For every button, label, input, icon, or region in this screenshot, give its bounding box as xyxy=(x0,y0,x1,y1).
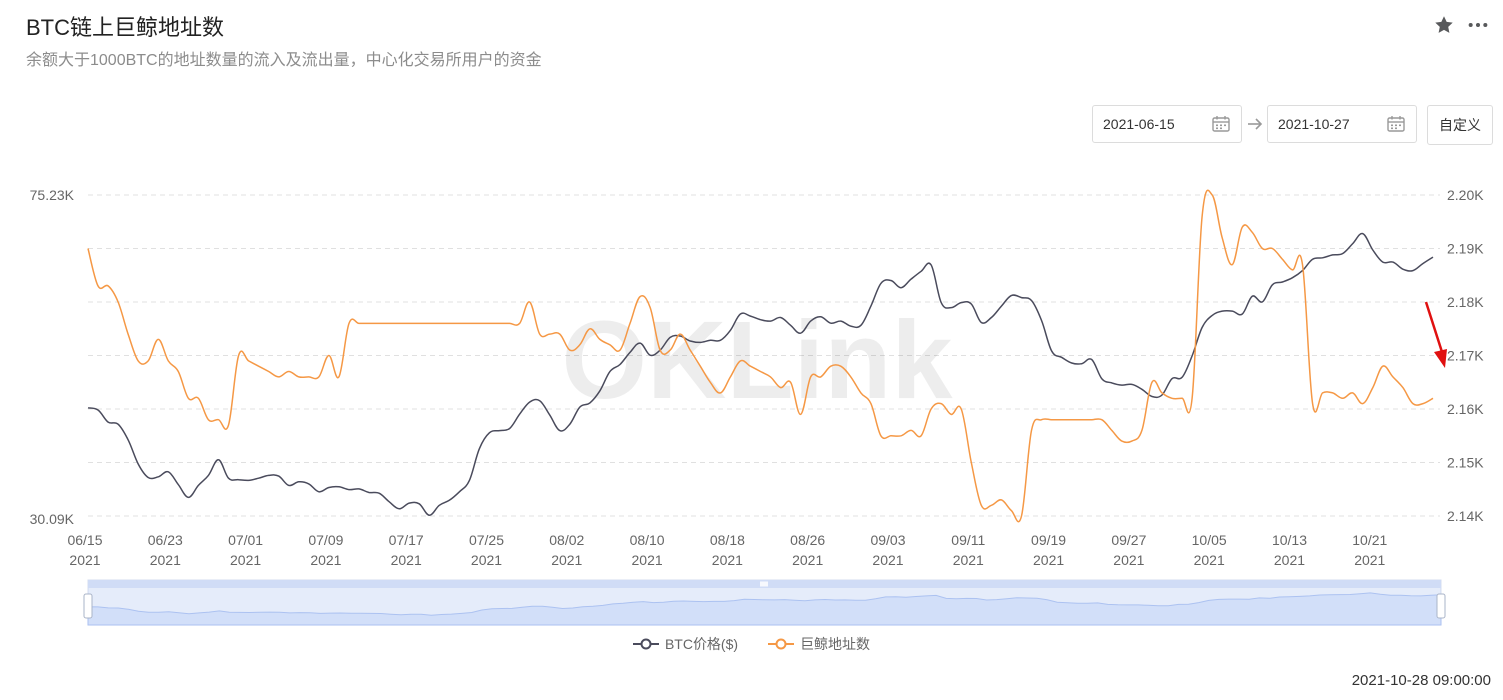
x-axis-tick-label: 09/03 xyxy=(870,532,905,548)
x-axis-tick-label: 07/17 xyxy=(389,532,424,548)
zoom-selection[interactable] xyxy=(88,580,1441,625)
x-axis-tick-label: 09/11 xyxy=(951,532,985,548)
x-axis-tick-label: 07/25 xyxy=(469,532,504,548)
x-axis: 06/15 2021 06/23 2021 07/01 2021 07/09 2021 07/1… xyxy=(67,532,1387,568)
x-axis-tick-label: 08/10 xyxy=(630,532,665,548)
left-axis-tick-label: 75.23K xyxy=(30,187,75,203)
x-axis-tick-year: 2021 xyxy=(1194,552,1225,568)
right-axis-tick-label: 2.15K xyxy=(1447,455,1484,471)
x-axis-tick-label: 07/09 xyxy=(308,532,343,548)
x-axis-tick-year: 2021 xyxy=(69,552,100,568)
x-axis-tick-label: 08/18 xyxy=(710,532,745,548)
legend-item-btc[interactable]: BTC价格($) xyxy=(632,634,739,654)
x-axis-tick-year: 2021 xyxy=(792,552,823,568)
end-date-value: 2021-10-27 xyxy=(1278,116,1350,132)
left-axis: 75.23K 30.09K xyxy=(30,187,75,527)
series-line-btc-price xyxy=(87,232,1434,516)
more-icon[interactable] xyxy=(1467,14,1489,36)
x-axis-tick-label: 06/23 xyxy=(148,532,183,548)
start-date-value: 2021-06-15 xyxy=(1103,116,1175,132)
annotation-arrow-head xyxy=(1434,349,1447,368)
star-icon[interactable] xyxy=(1433,14,1455,36)
x-axis-tick-label: 10/21 xyxy=(1352,532,1387,548)
start-date-picker[interactable]: 2021-06-15 xyxy=(1092,105,1242,143)
calendar-icon xyxy=(1386,114,1406,134)
x-axis-tick-label: 09/19 xyxy=(1031,532,1066,548)
top-actions xyxy=(1433,14,1489,36)
x-axis-tick-year: 2021 xyxy=(551,552,582,568)
grid-lines xyxy=(88,194,1440,517)
x-axis-tick-year: 2021 xyxy=(230,552,261,568)
right-axis-tick-label: 2.19K xyxy=(1447,241,1484,257)
calendar-icon xyxy=(1211,114,1231,134)
legend-label-whale: 巨鲸地址数 xyxy=(800,636,871,652)
zoom-handle-right[interactable] xyxy=(1436,593,1446,619)
end-date-picker[interactable]: 2021-10-27 xyxy=(1267,105,1417,143)
x-axis-tick-label: 07/01 xyxy=(228,532,263,548)
x-axis-tick-year: 2021 xyxy=(471,552,502,568)
legend-item-whale[interactable]: 巨鲸地址数 xyxy=(768,634,870,654)
page-title: BTC链上巨鲸地址数 xyxy=(26,15,225,40)
x-axis-tick-year: 2021 xyxy=(1113,552,1144,568)
x-axis-tick-year: 2021 xyxy=(391,552,422,568)
x-axis-tick-label: 10/05 xyxy=(1192,532,1227,548)
x-axis-tick-year: 2021 xyxy=(310,552,341,568)
x-axis-tick-year: 2021 xyxy=(1354,552,1385,568)
timestamp: 2021-10-28 09:00:00 xyxy=(1351,672,1491,689)
x-axis-tick-year: 2021 xyxy=(1033,552,1064,568)
custom-range-button[interactable]: 自定义 xyxy=(1427,105,1493,145)
x-axis-tick-label: 10/13 xyxy=(1272,532,1307,548)
right-axis: 2.20K 2.19K 2.18K 2.17K 2.16K 2.15K 2.14K xyxy=(1447,187,1484,524)
zoom-handle-left[interactable] xyxy=(83,593,93,619)
legend-line-icon xyxy=(632,638,659,650)
legend-label-btc: BTC价格($) xyxy=(664,636,739,652)
arrow-right-icon xyxy=(1246,116,1264,137)
x-axis-tick-year: 2021 xyxy=(632,552,663,568)
annotation-arrow-line xyxy=(1424,301,1444,353)
zoom-mini-area xyxy=(87,592,1442,626)
legend: BTC价格($) 巨鲸地址数 xyxy=(0,634,1503,654)
x-axis-tick-label: 08/26 xyxy=(790,532,825,548)
right-axis-tick-label: 2.16K xyxy=(1447,401,1484,417)
left-axis-tick-label: 30.09K xyxy=(30,511,75,527)
annotation-layer xyxy=(1424,301,1447,368)
x-axis-tick-year: 2021 xyxy=(712,552,743,568)
right-axis-tick-label: 2.18K xyxy=(1447,294,1484,310)
series-line-whale-addresses xyxy=(87,189,1434,523)
x-axis-tick-year: 2021 xyxy=(872,552,903,568)
right-axis-tick-label: 2.14K xyxy=(1447,508,1484,524)
zoom-grip-icon[interactable] xyxy=(760,581,768,587)
watermark: OKLink xyxy=(561,299,953,422)
right-axis-tick-label: 2.17K xyxy=(1447,348,1484,364)
series-layer xyxy=(87,189,1434,523)
x-axis-tick-year: 2021 xyxy=(1274,552,1305,568)
x-axis-tick-label: 06/15 xyxy=(67,532,102,548)
x-axis-tick-year: 2021 xyxy=(953,552,984,568)
x-axis-tick-label: 08/02 xyxy=(549,532,584,548)
page-subtitle: 余额大于1000BTC的地址数量的流入及流出量，中心化交易所用户的资金 xyxy=(26,52,542,69)
legend-line-icon xyxy=(768,638,795,650)
right-axis-tick-label: 2.20K xyxy=(1447,187,1484,203)
zoom-slider xyxy=(83,579,1446,626)
x-axis-tick-label: 09/27 xyxy=(1111,532,1146,548)
x-axis-tick-year: 2021 xyxy=(150,552,181,568)
